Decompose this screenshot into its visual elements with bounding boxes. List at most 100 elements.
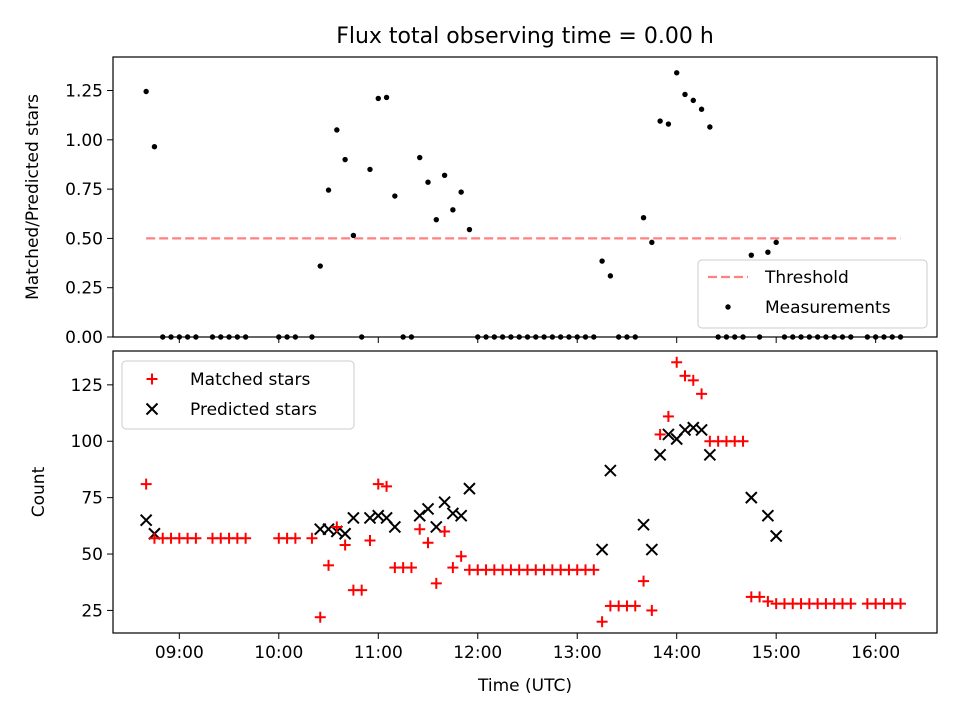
- matched-stars-point: [430, 577, 442, 589]
- predicted-stars-point: [388, 520, 402, 534]
- ratio-y-tick-label: 0.75: [65, 180, 103, 200]
- legend-measurements-swatch: [725, 304, 731, 310]
- matched-stars-point: [381, 480, 393, 492]
- matched-stars-point: [306, 532, 318, 544]
- ratio-y-tick-label: 1.00: [65, 131, 103, 151]
- predicted-stars-point: [769, 529, 783, 543]
- predicted-x-stroke: [380, 511, 393, 525]
- predicted-stars-point: [338, 527, 352, 540]
- predicted-stars-point: [645, 543, 659, 556]
- ratio-panel: 0.00 0.25 0.50 0.75 1.00 1.25 Matched/Predict…: [23, 56, 938, 348]
- predicted-x-stroke: [604, 464, 617, 477]
- measurement-point: [317, 263, 323, 269]
- matched-stars-point: [737, 435, 749, 447]
- legend-predicted-swatch: [145, 402, 159, 416]
- measurement-point: [383, 94, 390, 101]
- measurement-point: [657, 118, 663, 124]
- matched-stars-point: [331, 521, 343, 533]
- predicted-stars-point: [347, 511, 360, 525]
- measurement-point: [458, 189, 464, 195]
- ratio-legend: Threshold Measurements: [697, 259, 928, 329]
- legend-predicted-label: Predicted stars: [190, 400, 317, 420]
- count-x-tick-label: 12:00: [453, 643, 502, 663]
- matched-stars-point: [895, 598, 907, 610]
- predicted-x-stroke: [463, 482, 476, 495]
- measurement-point: [367, 166, 373, 173]
- measurement-point: [375, 95, 381, 102]
- count-x-tick-label: 11:00: [354, 643, 403, 663]
- measurement-point: [682, 91, 688, 98]
- ratio-axes-frame: [112, 56, 938, 338]
- predicted-x-stroke: [678, 423, 692, 437]
- predicted-stars-point: [637, 518, 650, 531]
- matched-stars-point: [671, 356, 683, 368]
- measurement-point: [698, 106, 705, 112]
- measurement-point: [640, 215, 647, 221]
- matched-stars-point: [662, 410, 674, 422]
- predicted-x-stroke: [695, 423, 708, 437]
- ratio-legend-box: [697, 259, 928, 329]
- matched-stars-point: [762, 595, 774, 607]
- matched-stars-point: [356, 584, 368, 596]
- predicted-stars-point: [421, 502, 435, 516]
- measurement-point: [466, 226, 473, 233]
- matched-stars-point: [646, 604, 658, 616]
- matched-stars-point: [679, 370, 691, 382]
- matched-stars-point: [845, 598, 857, 610]
- predicted-x-stroke: [653, 448, 667, 461]
- predicted-stars-point: [703, 448, 717, 461]
- matched-stars-point: [339, 539, 351, 551]
- x-axis-label: Time (UTC): [477, 676, 572, 696]
- measurement-point: [665, 121, 672, 127]
- measurement-point: [674, 70, 680, 76]
- count-x-tick-label: 15:00: [752, 643, 801, 663]
- count-legend: Matched stars Predicted stars: [121, 360, 355, 430]
- measurement-point: [765, 249, 771, 255]
- count-y-axis-label: Count: [29, 466, 49, 517]
- matched-stars-point: [364, 535, 376, 547]
- predicted-stars-point: [604, 464, 617, 477]
- matched-stars-point: [629, 600, 641, 612]
- predicted-x-stroke: [413, 509, 426, 522]
- count-x-axis: 09:00 10:00 11:00 12:00 13:00 14:00 15:00 16:00: [155, 633, 900, 663]
- count-plot-area: [139, 356, 907, 628]
- measurement-point: [441, 172, 448, 179]
- predicted-stars-point: [438, 495, 451, 509]
- ratio-y-axis: 0.00 0.25 0.50 0.75 1.00 1.25: [65, 82, 113, 348]
- measurement-point: [350, 232, 357, 239]
- measurement-point: [143, 88, 149, 95]
- count-x-tick-label: 16:00: [851, 643, 900, 663]
- ratio-y-tick-label: 0.50: [65, 229, 103, 249]
- predicted-x-stroke: [454, 509, 468, 522]
- predicted-x-stroke: [761, 509, 775, 522]
- predicted-x-stroke: [769, 529, 783, 543]
- matched-stars-point: [754, 591, 766, 603]
- predicted-stars-point: [413, 509, 426, 522]
- predicted-stars-point: [653, 448, 667, 461]
- ratio-x-ticks: [178, 337, 877, 343]
- predicted-stars-point: [662, 428, 675, 441]
- matched-stars-point: [596, 616, 608, 628]
- count-y-tick-label: 50: [81, 545, 103, 565]
- measurement-point: [599, 258, 605, 264]
- predicted-x-stroke: [438, 495, 451, 509]
- matched-stars-point: [696, 388, 708, 400]
- legend-matched-label: Matched stars: [190, 370, 310, 390]
- ratio-y-tick-label: 0.25: [65, 279, 103, 299]
- predicted-x-stroke: [703, 448, 717, 461]
- predicted-x-stroke: [363, 511, 377, 525]
- predicted-x-stroke: [347, 511, 360, 525]
- measurement-point: [690, 97, 696, 104]
- matched-stars-point: [654, 428, 666, 440]
- matched-stars-point: [638, 575, 650, 587]
- predicted-stars-point: [695, 423, 708, 437]
- measurement-point: [707, 124, 713, 130]
- count-x-tick-label: 13:00: [553, 643, 602, 663]
- matched-stars-point: [323, 559, 335, 571]
- measurement-point: [773, 239, 779, 246]
- measurement-point: [425, 179, 431, 185]
- measurement-point: [417, 154, 423, 161]
- measurement-point: [607, 273, 614, 279]
- matched-stars-point: [422, 537, 434, 549]
